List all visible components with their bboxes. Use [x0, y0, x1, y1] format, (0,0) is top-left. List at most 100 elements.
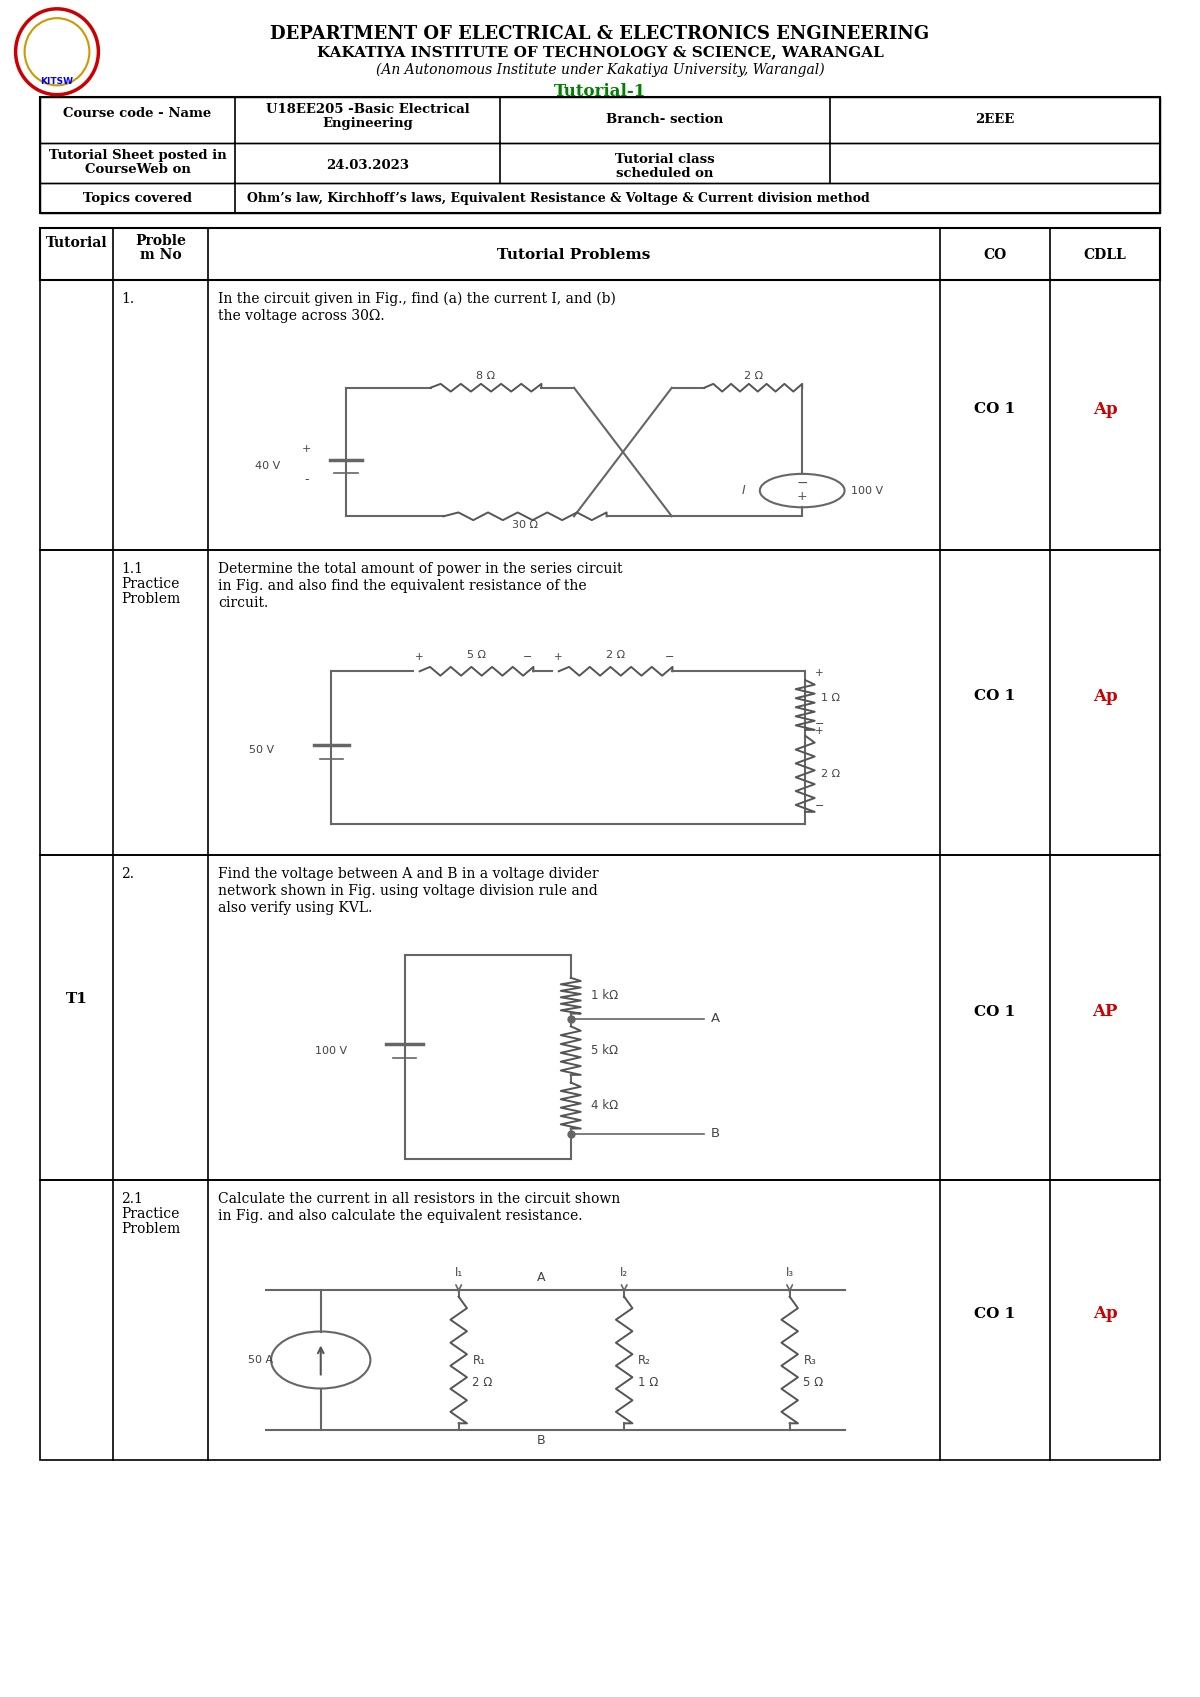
Text: Problem: Problem: [121, 1222, 180, 1235]
Text: 1 Ω: 1 Ω: [821, 692, 840, 703]
Text: the voltage across 30Ω.: the voltage across 30Ω.: [218, 309, 385, 322]
Text: Ap: Ap: [1093, 1305, 1117, 1322]
Text: 24.03.2023: 24.03.2023: [326, 160, 409, 171]
Text: +: +: [815, 667, 823, 677]
Text: 5 Ω: 5 Ω: [804, 1376, 823, 1388]
Text: T1: T1: [66, 993, 88, 1006]
Text: A: A: [710, 1011, 720, 1025]
Text: 4 kΩ: 4 kΩ: [590, 1100, 618, 1112]
Text: Topics covered: Topics covered: [83, 192, 192, 205]
Bar: [40, 1179, 1160, 1459]
Text: 2 Ω: 2 Ω: [473, 1376, 493, 1388]
Text: DEPARTMENT OF ELECTRICAL & ELECTRONICS ENGINEERING: DEPARTMENT OF ELECTRICAL & ELECTRONICS E…: [270, 25, 930, 42]
Text: B: B: [710, 1127, 720, 1140]
Text: R₁: R₁: [473, 1354, 486, 1366]
Text: CO 1: CO 1: [974, 689, 1015, 704]
Text: +: +: [797, 490, 808, 504]
Text: 5 Ω: 5 Ω: [467, 650, 486, 660]
Text: I₂: I₂: [620, 1266, 629, 1280]
Text: Tutorial: Tutorial: [46, 236, 107, 249]
Text: B: B: [538, 1434, 546, 1448]
Text: U18EE205 -Basic Electrical: U18EE205 -Basic Electrical: [265, 104, 469, 115]
Text: CourseWeb on: CourseWeb on: [84, 163, 191, 176]
Text: in Fig. and also find the equivalent resistance of the: in Fig. and also find the equivalent res…: [218, 579, 587, 592]
Text: Determine the total amount of power in the series circuit: Determine the total amount of power in t…: [218, 562, 623, 575]
Text: 5 kΩ: 5 kΩ: [590, 1044, 618, 1057]
Text: in Fig. and also calculate the equivalent resistance.: in Fig. and also calculate the equivalen…: [218, 1208, 582, 1224]
Text: +: +: [415, 652, 424, 662]
Text: 100 V: 100 V: [851, 485, 883, 496]
Text: Tutorial Sheet posted in: Tutorial Sheet posted in: [49, 149, 227, 161]
Text: Tutorial Problems: Tutorial Problems: [497, 248, 650, 261]
Text: −: −: [797, 475, 808, 490]
Text: Practice: Practice: [121, 577, 179, 591]
Bar: [40, 227, 1160, 280]
Text: Course code - Name: Course code - Name: [64, 107, 211, 120]
Text: Practice: Practice: [121, 1207, 179, 1222]
Text: CO 1: CO 1: [974, 1005, 1015, 1018]
Bar: [40, 183, 1160, 214]
Text: +: +: [554, 652, 563, 662]
Text: Problem: Problem: [121, 592, 180, 606]
Text: 40 V: 40 V: [254, 462, 280, 472]
Text: circuit.: circuit.: [218, 596, 269, 609]
Text: Calculate the current in all resistors in the circuit shown: Calculate the current in all resistors i…: [218, 1191, 620, 1207]
Text: −: −: [815, 801, 824, 811]
Text: 2 Ω: 2 Ω: [606, 650, 625, 660]
Text: Engineering: Engineering: [322, 117, 413, 131]
Text: 1 Ω: 1 Ω: [638, 1376, 659, 1388]
Text: also verify using KVL.: also verify using KVL.: [218, 901, 372, 915]
Bar: [40, 280, 1160, 550]
Text: 100 V: 100 V: [316, 1047, 348, 1056]
Text: Tutorial-1: Tutorial-1: [554, 83, 646, 100]
Text: Ap: Ap: [1093, 400, 1117, 417]
Text: 1 kΩ: 1 kΩ: [590, 989, 618, 1003]
Bar: [40, 97, 1160, 214]
Text: +: +: [302, 445, 311, 455]
Text: CO: CO: [983, 248, 1007, 261]
Text: -: -: [305, 473, 308, 485]
Text: 2.1: 2.1: [121, 1191, 143, 1207]
Text: 8 Ω: 8 Ω: [476, 370, 496, 380]
Text: −: −: [665, 652, 674, 662]
Text: 2.: 2.: [121, 867, 134, 881]
Text: Proble: Proble: [136, 234, 186, 248]
Text: 50 A: 50 A: [247, 1354, 272, 1364]
Text: scheduled on: scheduled on: [617, 166, 714, 180]
Text: m No: m No: [139, 248, 181, 261]
Text: I: I: [742, 484, 745, 497]
Text: Branch- section: Branch- section: [606, 114, 724, 126]
Text: −: −: [815, 720, 824, 730]
Text: I₁: I₁: [455, 1266, 463, 1280]
Text: 2 Ω: 2 Ω: [744, 370, 763, 380]
Text: 50 V: 50 V: [250, 745, 275, 755]
Bar: [40, 550, 1160, 855]
Text: Tutorial class: Tutorial class: [616, 153, 715, 166]
Text: R₂: R₂: [638, 1354, 650, 1366]
Text: I₃: I₃: [786, 1266, 793, 1280]
Text: Ohm’s law, Kirchhoff’s laws, Equivalent Resistance & Voltage & Current division : Ohm’s law, Kirchhoff’s laws, Equivalent …: [247, 192, 870, 205]
Text: −: −: [522, 652, 532, 662]
Text: A: A: [538, 1271, 546, 1285]
Bar: [40, 855, 1160, 1179]
Text: In the circuit given in Fig., find (a) the current I, and (b): In the circuit given in Fig., find (a) t…: [218, 292, 616, 307]
Text: +: +: [815, 726, 823, 736]
Text: CO 1: CO 1: [974, 402, 1015, 416]
Text: Find the voltage between A and B in a voltage divider: Find the voltage between A and B in a vo…: [218, 867, 599, 881]
Text: 30 Ω: 30 Ω: [512, 519, 538, 529]
Text: AP: AP: [1092, 1003, 1117, 1020]
Text: 2EEE: 2EEE: [976, 114, 1015, 126]
Text: KITSW: KITSW: [41, 76, 73, 87]
Text: KAKATIYA INSTITUTE OF TECHNOLOGY & SCIENCE, WARANGAL: KAKATIYA INSTITUTE OF TECHNOLOGY & SCIEN…: [317, 46, 883, 59]
Text: R₃: R₃: [804, 1354, 816, 1366]
Bar: [40, 97, 1160, 143]
Bar: [40, 143, 1160, 183]
Text: Ap: Ap: [1093, 687, 1117, 704]
Text: 1.1: 1.1: [121, 562, 143, 575]
Text: 2 Ω: 2 Ω: [821, 769, 840, 779]
Text: (An Autonomous Institute under Kakatiya University, Warangal): (An Autonomous Institute under Kakatiya …: [376, 63, 824, 78]
Text: 1.: 1.: [121, 292, 134, 305]
Text: CDLL: CDLL: [1084, 248, 1127, 261]
Text: CO 1: CO 1: [974, 1307, 1015, 1320]
Text: network shown in Fig. using voltage division rule and: network shown in Fig. using voltage divi…: [218, 884, 598, 898]
